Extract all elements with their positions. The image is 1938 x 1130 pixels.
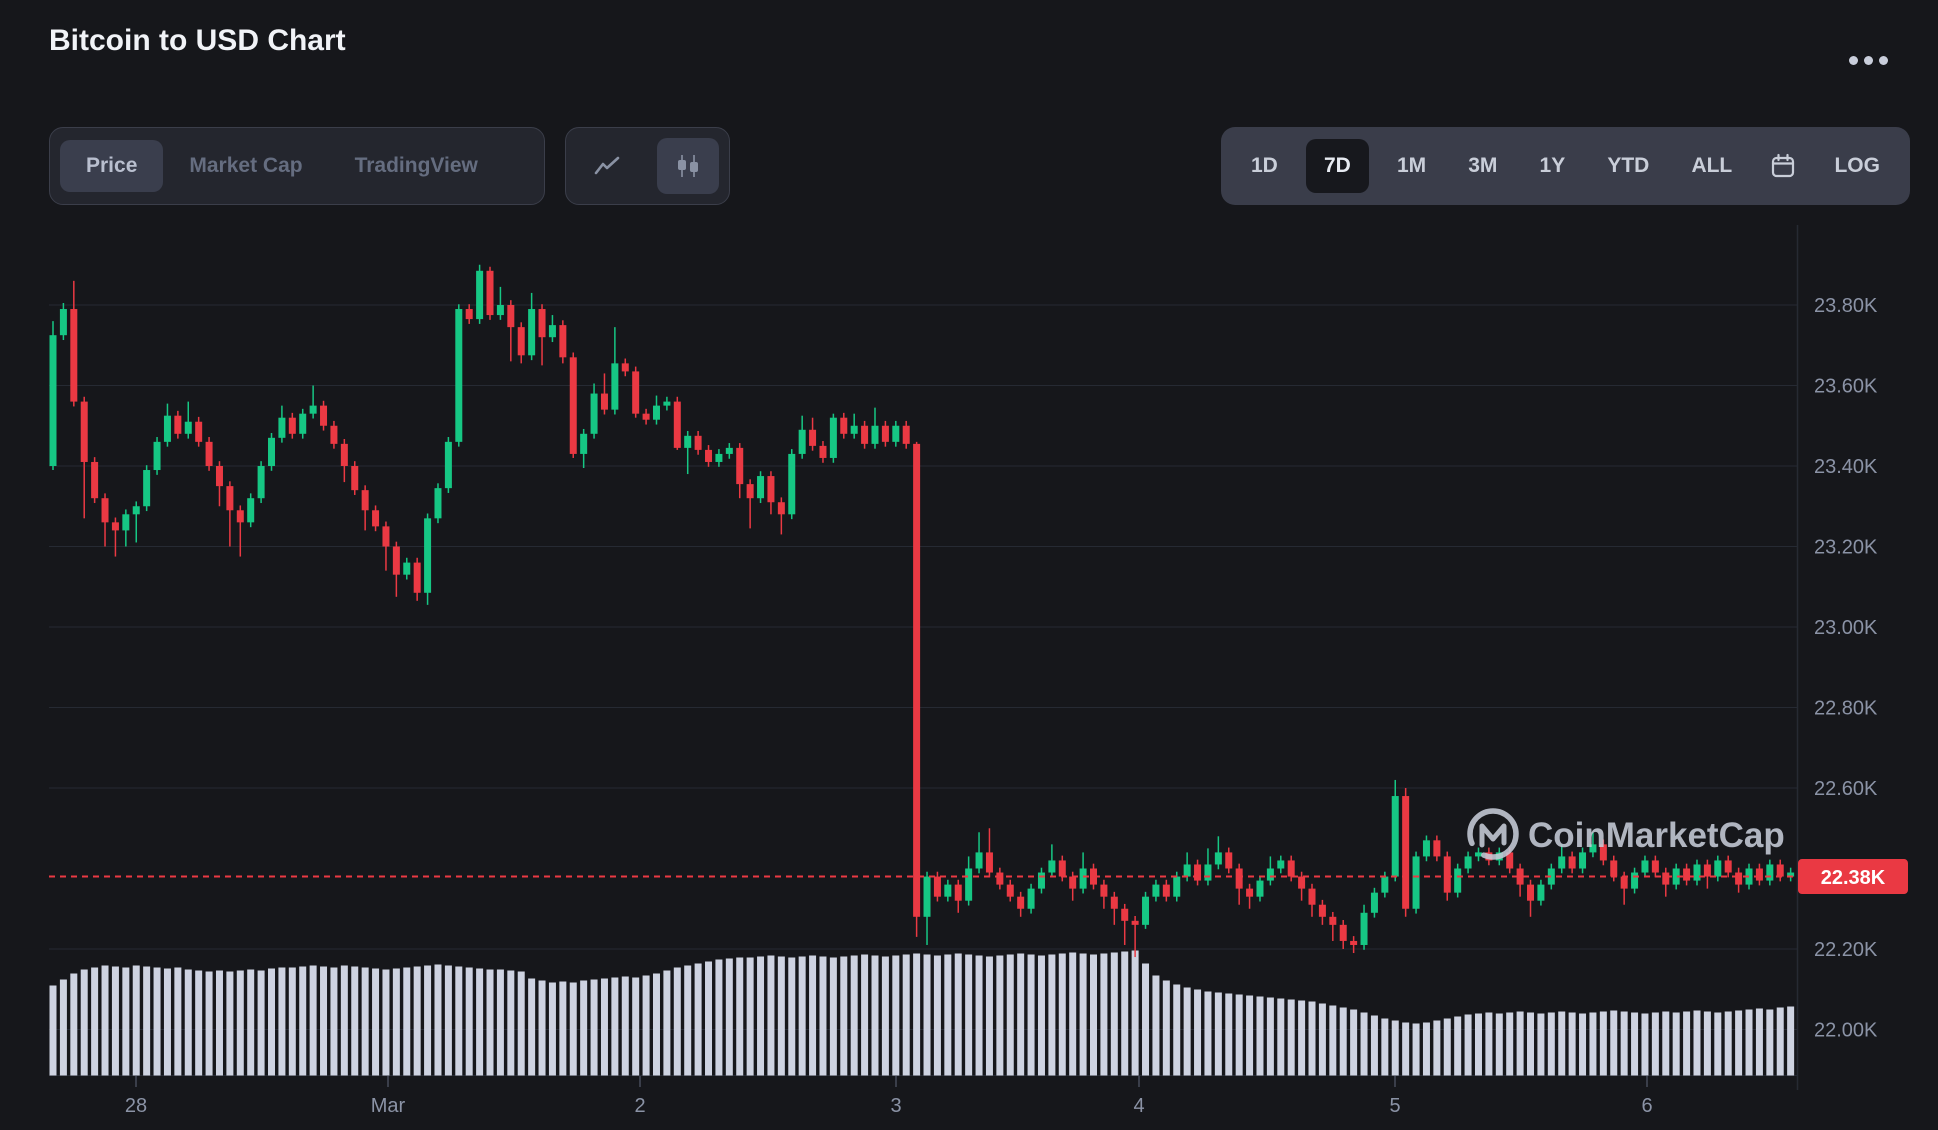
- tab-price[interactable]: Price: [60, 140, 164, 192]
- range-1m-button[interactable]: 1M: [1383, 139, 1440, 193]
- y-axis-label: 23.40K: [1814, 456, 1878, 478]
- tab-tradingview[interactable]: TradingView: [329, 140, 504, 192]
- y-axis-label: 22.00K: [1814, 1020, 1878, 1042]
- chart-type-group: [565, 127, 730, 205]
- x-axis: 28 Mar 2 3 4 5 6: [125, 1076, 1653, 1117]
- candlestick-chart-button[interactable]: [657, 138, 719, 194]
- y-axis-label: 23.20K: [1814, 537, 1878, 559]
- calendar-button[interactable]: [1760, 138, 1806, 194]
- x-axis-label: 6: [1641, 1095, 1652, 1117]
- dot-icon: [1864, 56, 1873, 65]
- y-axis-label: 22.80K: [1814, 698, 1878, 720]
- y-axis-label: 22.20K: [1814, 939, 1878, 961]
- watermark-text: CoinMarketCap: [1528, 816, 1785, 855]
- time-range-group: 1D 7D 1M 3M 1Y YTD ALL LOG: [1221, 127, 1910, 205]
- range-ytd-button[interactable]: YTD: [1593, 139, 1663, 193]
- range-1y-button[interactable]: 1Y: [1526, 139, 1580, 193]
- view-tabs-group: Price Market Cap TradingView: [49, 127, 545, 205]
- current-price-badge: 22.38K: [1798, 859, 1908, 895]
- svg-text:22.38K: 22.38K: [1821, 867, 1886, 889]
- x-axis-label: 2: [634, 1095, 645, 1117]
- line-chart-button[interactable]: [576, 138, 638, 194]
- range-3m-button[interactable]: 3M: [1454, 139, 1511, 193]
- y-axis-label: 23.80K: [1814, 295, 1878, 317]
- candles-layer: [49, 264, 1795, 958]
- line-chart-icon: [594, 156, 620, 175]
- x-axis-label: 5: [1389, 1095, 1400, 1117]
- volume-bars: [49, 950, 1795, 1076]
- x-axis-label: 28: [125, 1095, 147, 1117]
- coinmarketcap-logo-icon: [1467, 808, 1519, 860]
- range-7d-button[interactable]: 7D: [1305, 139, 1369, 193]
- y-axis-label: 23.60K: [1814, 376, 1878, 398]
- dot-icon: [1849, 56, 1858, 65]
- log-scale-button[interactable]: LOG: [1820, 139, 1894, 193]
- more-options-button[interactable]: [1849, 56, 1888, 65]
- dot-icon: [1879, 56, 1888, 65]
- grid-layer: 23.80K 23.60K 23.40K 23.20K 23.00K 22.80K 22.6…: [49, 225, 1878, 1090]
- calendar-icon: [1772, 153, 1795, 178]
- coinmarketcap-watermark: CoinMarketCap: [1467, 808, 1785, 860]
- range-1d-button[interactable]: 1D: [1237, 139, 1292, 193]
- page-title: Bitcoin to USD Chart: [49, 24, 346, 57]
- x-axis-label: 4: [1133, 1095, 1144, 1117]
- y-axis-label: 23.00K: [1814, 617, 1878, 639]
- tab-market-cap[interactable]: Market Cap: [163, 140, 328, 192]
- x-axis-label: 3: [890, 1095, 901, 1117]
- range-all-button[interactable]: ALL: [1677, 139, 1746, 193]
- chart-toolbar: Price Market Cap TradingView 1D 7D 1M 3M…: [0, 127, 1938, 205]
- candlestick-icon: [678, 155, 698, 177]
- x-axis-label: Mar: [371, 1095, 406, 1117]
- y-axis-label: 22.60K: [1814, 778, 1878, 800]
